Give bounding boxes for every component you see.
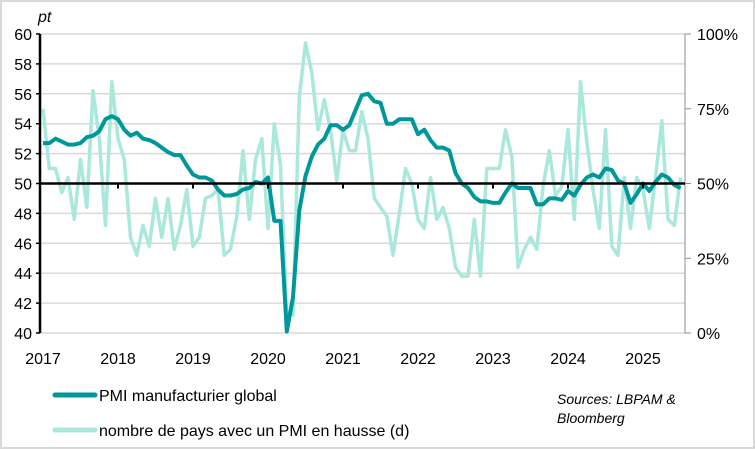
left-axis-tick-label: 48 [14,206,32,223]
x-axis-tick-label: 2020 [250,351,286,368]
left-axis-tick-label: 46 [14,236,32,253]
x-axis-tick-label: 2019 [175,351,211,368]
left-axis-tick-label: 58 [14,57,32,74]
right-axis-tick-label: 50% [697,177,729,194]
x-axis-tick-label: 2023 [475,351,511,368]
left-axis-tick-label: 60 [14,27,32,44]
x-axis-tick-label: 2024 [550,351,586,368]
left-axis-tick-label: 50 [14,177,32,194]
left-axis-tick-label: 52 [14,147,32,164]
right-axis-tick-label: 25% [697,251,729,268]
x-axis-tick-label: 2025 [625,351,661,368]
right-axis-tick-label: 75% [697,102,729,119]
left-axis-tick-label: 56 [14,87,32,104]
x-axis-tick-label: 2018 [100,351,136,368]
series-layer [41,41,683,334]
right-axis-tick-label: 100% [697,27,738,44]
left-axis-unit-label: pt [37,9,52,26]
left-axis-tick-label: 54 [14,117,32,134]
left-axis-tick-label: 42 [14,296,32,313]
legend-label-countries: nombre de pays avec un PMI en hausse (d) [99,423,409,440]
x-axis-tick-label: 2022 [400,351,436,368]
source-note-line-2: Bloomberg [557,410,625,426]
x-axis-tick-label: 2017 [25,351,61,368]
legend: PMI manufacturier global nombre de pays … [52,388,409,440]
axes: 60 58 56 54 52 50 48 46 44 42 40 100% 75% 50% 25% 0% 201… [14,27,738,368]
series-line-pmi [43,91,682,334]
left-axis-tick-label: 44 [14,266,32,283]
x-axis-tick-label: 2021 [325,351,361,368]
series-line-countries [41,41,683,317]
right-axis-tick-label: 0% [697,326,720,343]
left-axis-tick-label: 40 [14,326,32,343]
legend-label-pmi: PMI manufacturier global [99,388,277,405]
source-note-line-1: Sources: LBPAM & [557,391,676,407]
